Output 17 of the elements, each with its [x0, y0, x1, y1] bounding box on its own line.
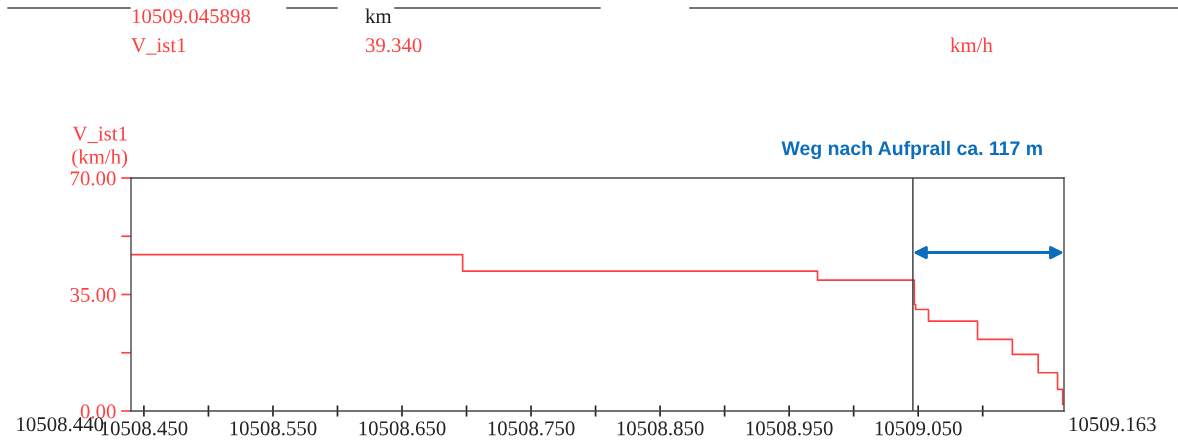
y-tick-label: 0.00	[80, 404, 116, 419]
x-tick-label: 10508.650	[359, 421, 446, 436]
text: 10509.163	[1069, 417, 1156, 432]
x-tick-label: 10508.750	[488, 421, 575, 436]
text: km	[365, 8, 392, 24]
text: km/h	[950, 37, 993, 53]
y-tick-label: 70.00	[70, 171, 116, 186]
text: 10509.045898	[132, 9, 250, 24]
x-tick-label: 10509.050	[875, 421, 962, 436]
x-tick-label: 10508.950	[746, 421, 833, 436]
text: V_ist1	[131, 38, 186, 55]
text: Weg nach Aufprall ca. 117 m	[781, 140, 1042, 160]
x-tick-label: 10508.550	[230, 421, 317, 436]
text: 39.340	[366, 38, 422, 53]
y-tick-label: 35.00	[70, 287, 116, 303]
y-axis-title: V_ist1 (km/h)	[72, 126, 128, 169]
x-tick-label: 10508.850	[617, 421, 704, 436]
